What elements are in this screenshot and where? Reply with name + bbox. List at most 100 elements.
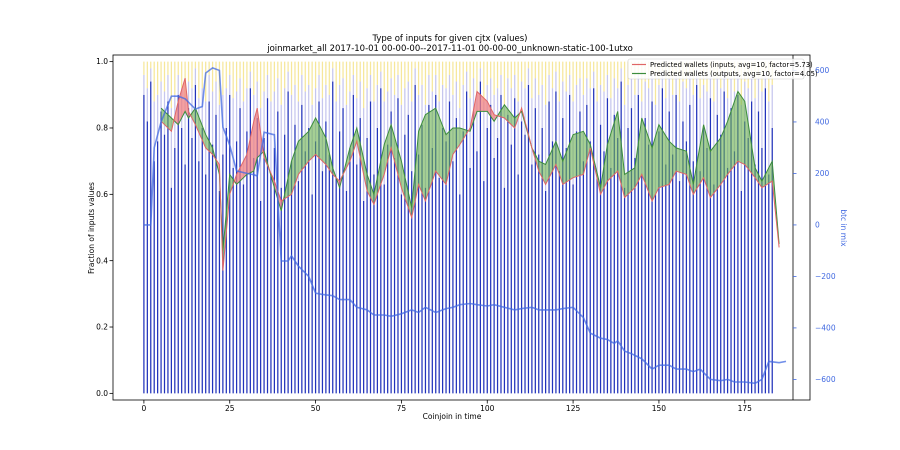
bar-other xyxy=(476,61,478,92)
bar-other xyxy=(325,61,327,85)
line-layer xyxy=(143,67,787,385)
legend-box xyxy=(627,58,805,80)
bar-remix xyxy=(387,91,389,145)
bar-other xyxy=(486,61,488,85)
bar-other xyxy=(617,61,619,89)
bar-fresh xyxy=(328,154,330,394)
bar-fresh xyxy=(308,127,310,394)
bar-other xyxy=(280,61,282,105)
bar-remix xyxy=(479,68,482,82)
bar-fresh xyxy=(143,94,145,394)
bar-fresh xyxy=(490,104,492,394)
bar-other xyxy=(555,61,557,72)
bar-remix xyxy=(249,71,251,89)
bar-fresh xyxy=(380,88,382,394)
bar-remix xyxy=(514,74,516,99)
bar-fresh xyxy=(191,137,193,394)
fill-outputs-higher xyxy=(190,108,196,125)
bar-fresh xyxy=(771,127,773,394)
bar-other xyxy=(551,61,554,89)
bar-other xyxy=(253,61,255,95)
fill-outputs-higher xyxy=(710,137,721,198)
fill-outputs-higher xyxy=(573,131,584,178)
bar-remix xyxy=(569,74,571,95)
bar-other xyxy=(462,61,464,85)
bar-remix xyxy=(668,78,670,112)
bar-other xyxy=(610,61,612,99)
bar-remix xyxy=(160,81,162,112)
bar-other xyxy=(596,61,598,102)
bar-fresh xyxy=(486,127,488,394)
bar-fresh xyxy=(280,187,282,394)
bar-remix xyxy=(314,88,317,142)
bar-fresh xyxy=(163,134,166,394)
bar-remix xyxy=(284,88,286,135)
bar-remix xyxy=(596,101,598,178)
bar-fresh xyxy=(675,94,677,394)
bar-fresh xyxy=(366,137,368,394)
bar-remix xyxy=(290,94,293,162)
bar-remix xyxy=(761,91,763,148)
x-tick-label: 150 xyxy=(652,404,667,413)
bar-remix xyxy=(764,71,766,89)
bar-fresh xyxy=(160,111,162,394)
bar-remix xyxy=(349,91,351,148)
bar-fresh xyxy=(654,194,657,394)
bar-fresh xyxy=(242,184,245,394)
bar-other xyxy=(562,61,564,82)
bar-fresh xyxy=(534,108,536,394)
bar-fresh xyxy=(266,98,269,394)
bar-other xyxy=(507,61,509,79)
bar-other xyxy=(572,61,574,102)
bar-other xyxy=(726,61,729,99)
bar-other xyxy=(376,61,379,85)
bar-remix xyxy=(338,84,341,132)
bar-other xyxy=(321,61,324,99)
bar-remix xyxy=(328,94,330,155)
bar-other xyxy=(170,61,172,109)
bar-remix xyxy=(544,104,547,192)
bar-remix xyxy=(637,74,639,95)
bar-fresh xyxy=(215,114,217,394)
bar-remix xyxy=(685,88,688,142)
bar-fresh xyxy=(496,137,499,394)
fill-outputs-higher xyxy=(195,108,206,148)
bar-other xyxy=(146,61,148,89)
bar-other xyxy=(424,61,427,105)
bar-remix xyxy=(376,84,379,128)
bar-fresh xyxy=(383,184,385,394)
bar-fresh xyxy=(678,181,681,394)
bar-other xyxy=(277,61,279,79)
bar-other xyxy=(534,61,536,79)
bar-remix xyxy=(208,74,210,102)
bar-remix xyxy=(332,68,334,82)
bar-fresh xyxy=(510,144,512,394)
bar-fresh xyxy=(682,121,684,394)
bar-fresh xyxy=(321,171,324,394)
bar-other xyxy=(472,61,475,79)
bar-fresh xyxy=(702,127,705,394)
bar-fresh xyxy=(452,161,454,394)
bar-other xyxy=(301,61,303,75)
bar-other xyxy=(345,61,348,105)
fill-outputs-higher xyxy=(562,134,574,185)
bar-fresh xyxy=(586,104,588,394)
bar-remix xyxy=(771,84,773,128)
bar-remix xyxy=(407,81,409,115)
bar-other xyxy=(318,61,320,75)
bar-other xyxy=(452,61,454,95)
bar-other xyxy=(754,61,756,99)
bar-remix xyxy=(551,88,554,142)
bar-remix xyxy=(730,78,732,109)
bar-other xyxy=(356,61,358,99)
bar-fresh xyxy=(648,144,650,394)
bar-fresh xyxy=(603,151,605,394)
bar-other xyxy=(565,61,567,92)
y-tick-label: 0.2 xyxy=(96,323,108,332)
fill-outputs-higher xyxy=(761,161,773,188)
bar-other xyxy=(421,61,423,85)
bar-fresh xyxy=(689,104,691,394)
x-axis: 0 25 50 75 100 125 150 175 xyxy=(142,400,752,413)
bar-fresh xyxy=(761,147,763,394)
bar-fresh xyxy=(294,124,296,394)
